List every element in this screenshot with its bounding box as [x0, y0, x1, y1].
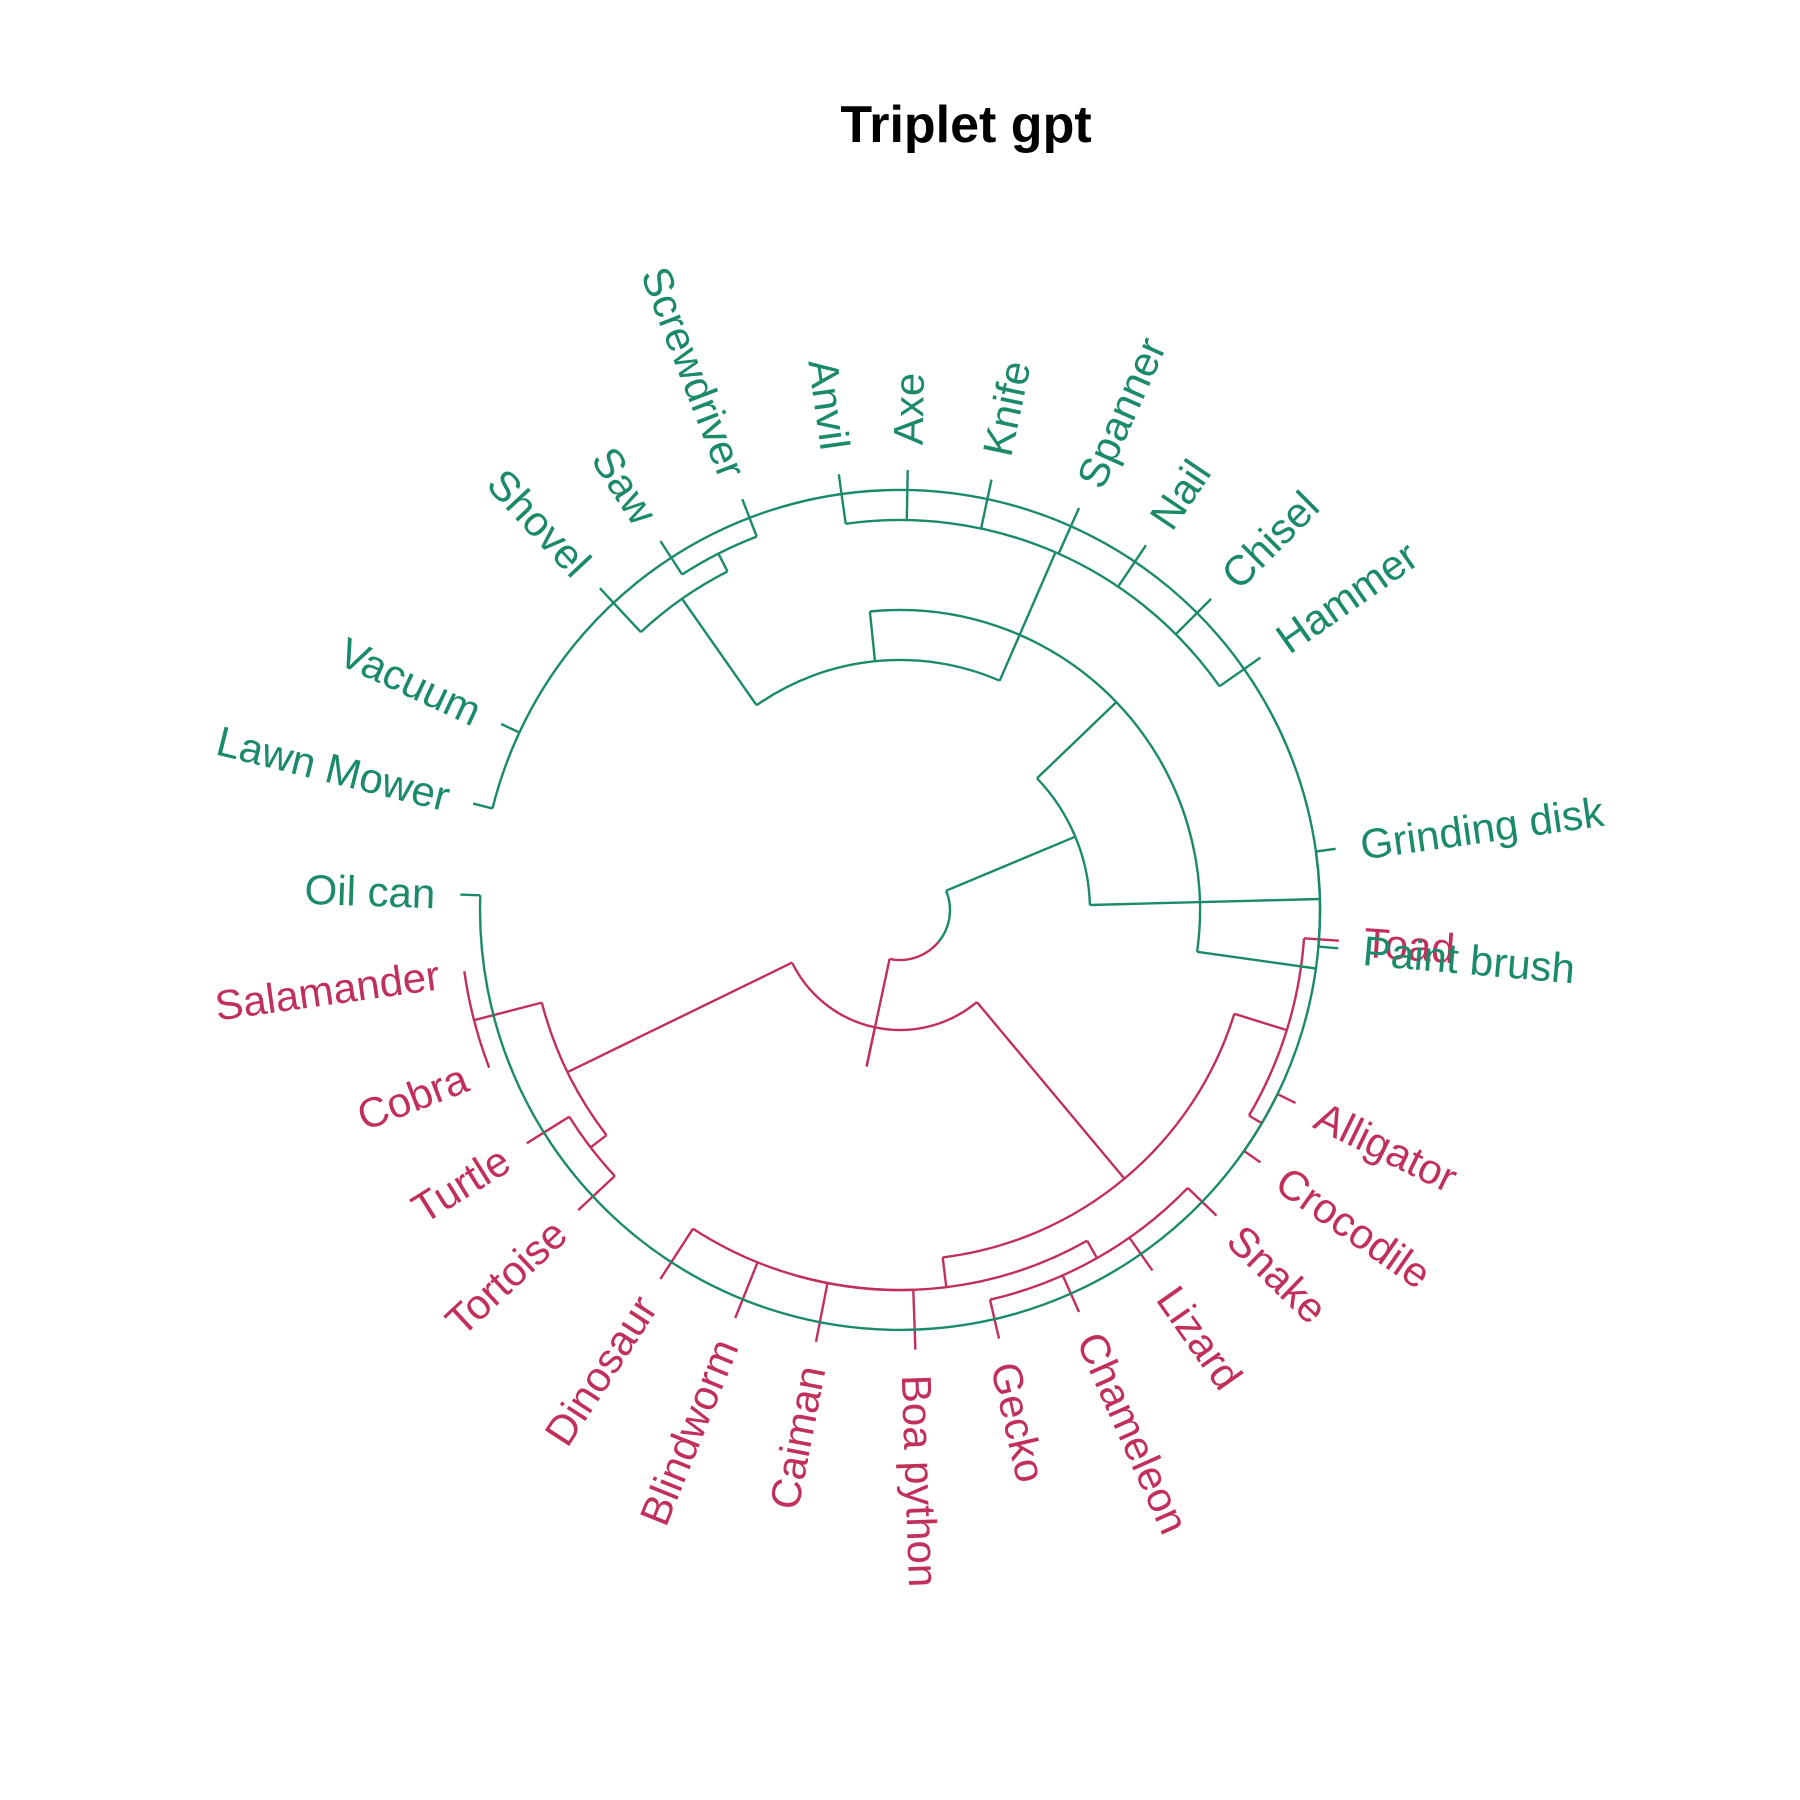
- branch-link-20: [1303, 937, 1339, 942]
- branch-arc-69: [1314, 851, 1322, 947]
- branch-link-56: [741, 498, 758, 538]
- leaf-label-salamander: Salamander: [212, 951, 443, 1029]
- branch-link-4: [865, 1027, 877, 1067]
- root-arc-1: [937, 890, 952, 943]
- leaf-label-vacuum: Vacuum: [332, 628, 489, 734]
- branch-arc-9: [568, 1116, 616, 1177]
- branch-arc-7: [540, 1002, 608, 1136]
- branch-arc-28: [692, 1227, 914, 1292]
- leaf-label-shovel: Shovel: [478, 460, 600, 586]
- branch-arc-13: [463, 971, 491, 1069]
- chart-title: Triplet gpt: [840, 96, 1091, 154]
- branch-arc-17: [942, 1013, 1236, 1259]
- leaf-label-lawn-mower: Lawn Mower: [212, 717, 454, 820]
- branch-link-6: [566, 961, 793, 1074]
- branch-link-65: [1218, 656, 1262, 688]
- leaf-label-blindworm: Blindworm: [631, 1332, 748, 1531]
- branch-link-63: [1117, 544, 1147, 588]
- leaf-label-nail: Nail: [1141, 451, 1220, 537]
- branch-link-11: [577, 1175, 616, 1211]
- branch-link-8: [589, 1134, 608, 1149]
- branch-link-18: [1233, 1012, 1288, 1032]
- branch-link-41: [1036, 701, 1118, 780]
- branch-arc-51: [639, 570, 729, 633]
- branch-arc-34: [989, 1187, 1189, 1301]
- leaf-label-cobra: Cobra: [351, 1054, 475, 1139]
- branch-link-46: [472, 802, 493, 810]
- branch-link-25: [941, 1257, 948, 1288]
- branch-link-53: [717, 553, 729, 572]
- branch-link-10: [526, 1115, 570, 1145]
- branch-link-68: [1249, 897, 1320, 902]
- branch-link-24: [1243, 1149, 1262, 1164]
- branch-link-71: [1318, 945, 1339, 950]
- branch-link-16: [975, 1001, 1126, 1180]
- branch-arc-5: [791, 962, 978, 1032]
- leaf-label-lizard: Lizard: [1147, 1277, 1251, 1398]
- branch-link-64: [1174, 598, 1212, 636]
- leaf-label-snake: Snake: [1218, 1216, 1336, 1333]
- branch-link-48: [868, 611, 877, 662]
- leaf-label-anvil: Anvil: [799, 356, 858, 453]
- leaf-label-oil-can: Oil can: [304, 866, 436, 918]
- leaf-label-saw: Saw: [582, 439, 666, 534]
- branch-link-23: [1276, 1093, 1297, 1104]
- leaf-label-turtle: Turtle: [404, 1136, 519, 1232]
- branch-link-57: [998, 551, 1057, 682]
- leaf-label-knife: Knife: [974, 357, 1040, 460]
- leaf-label-toad: Toad: [1362, 919, 1456, 972]
- branch-arc-40: [1036, 777, 1092, 906]
- branch-link-59: [837, 474, 847, 524]
- root-arc-0: [889, 941, 940, 962]
- branch-link-70: [1315, 847, 1336, 853]
- branch-link-50: [681, 598, 758, 706]
- leaf-label-axe: Axe: [885, 372, 933, 445]
- branch-link-55: [659, 540, 684, 576]
- branch-arc-44: [478, 488, 1322, 1332]
- branch-arc-19: [1247, 938, 1306, 1117]
- branch-link-66: [1089, 899, 1250, 907]
- branch-link-32: [912, 1289, 917, 1350]
- branch-arc-54: [681, 535, 758, 576]
- leaf-label-tortoise: Tortoise: [436, 1210, 576, 1345]
- branch-link-21: [1248, 1114, 1263, 1125]
- branch-link-62: [1057, 507, 1081, 555]
- branch-link-12: [473, 1001, 543, 1022]
- branch-link-43: [1196, 950, 1317, 970]
- leaf-label-chisel: Chisel: [1212, 482, 1328, 598]
- branch-arc-42: [869, 608, 1202, 952]
- branch-arc-58: [845, 518, 1221, 687]
- leaf-labels: ToadAlligatorCrocodileSnakeLizardChamele…: [212, 260, 1608, 1587]
- branch-link-45: [460, 893, 481, 897]
- leaf-label-grinding-disk: Grinding disk: [1357, 788, 1607, 869]
- branch-link-47: [500, 722, 520, 734]
- branch-link-30: [659, 1228, 695, 1280]
- leaf-label-dinosaur: Dinosaur: [535, 1287, 666, 1454]
- branches: [460, 470, 1339, 1350]
- leaf-label-chameleon: Chameleon: [1068, 1325, 1198, 1540]
- branch-link-29: [734, 1261, 759, 1319]
- leaf-label-screwdriver: Screwdriver: [632, 260, 755, 484]
- branch-link-52: [599, 587, 642, 633]
- leaf-label-gecko: Gecko: [982, 1358, 1055, 1487]
- leaf-label-caiman: Caiman: [761, 1362, 835, 1513]
- branch-link-61: [979, 479, 993, 529]
- branch-link-60: [905, 470, 909, 521]
- branch-link-33: [1086, 1240, 1099, 1259]
- branch-arc-49: [755, 658, 1001, 707]
- leaf-label-spanner: Spanner: [1068, 331, 1176, 495]
- leaf-label-paint-brush: Paint brush: [1361, 927, 1577, 992]
- branch-link-31: [814, 1282, 829, 1343]
- branch-link-39: [945, 835, 1076, 892]
- leaf-label-boa-python: Boa python: [893, 1374, 947, 1588]
